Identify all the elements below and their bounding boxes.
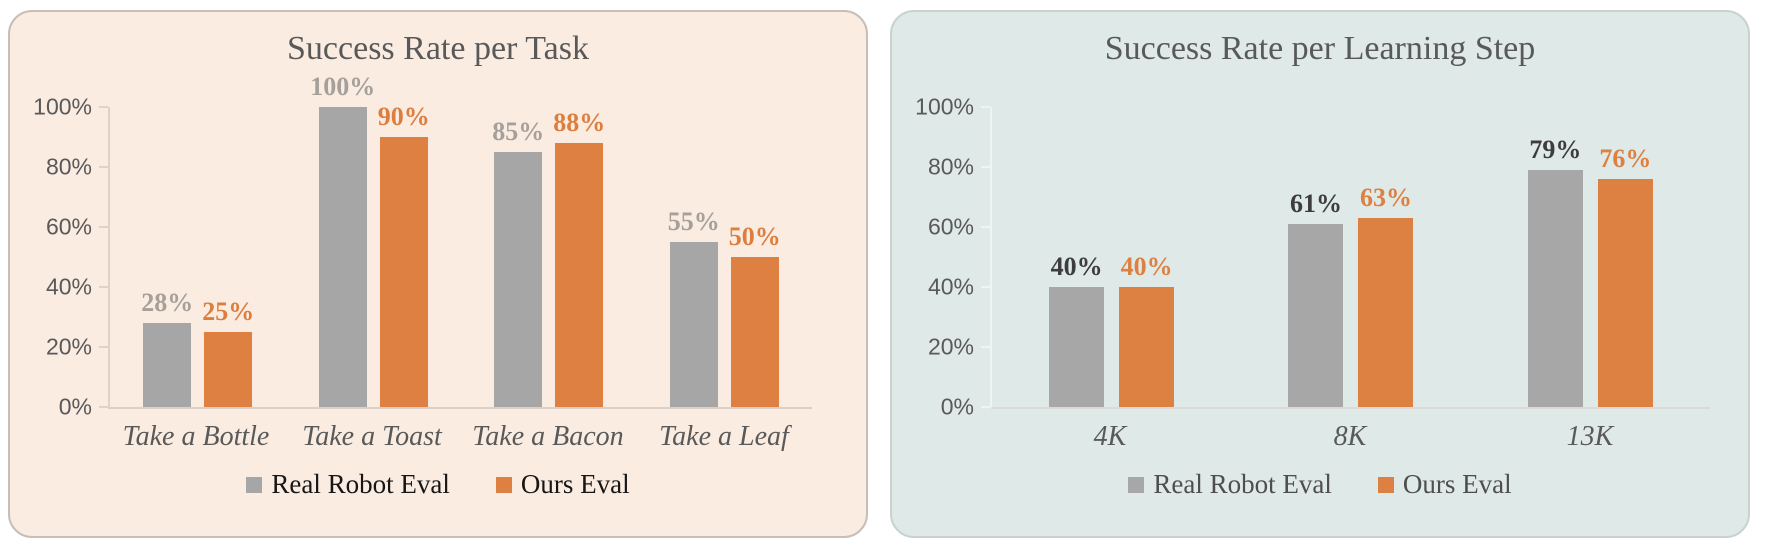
legend-item: Ours Eval <box>1377 469 1512 500</box>
data-label: 40% <box>1050 252 1103 281</box>
y-axis: 100% 80% 60% 40% 20% 0% <box>915 94 1710 420</box>
data-label: 28% <box>141 288 194 317</box>
x-category-label: Take a Leaf <box>659 421 789 452</box>
legend-item: Real Robot Eval <box>246 469 450 500</box>
bar-real-robot-eval: 55% <box>668 207 720 407</box>
y-axis-tick-label: 0% <box>58 393 92 420</box>
y-axis-tick-mark <box>99 166 108 168</box>
y-axis-tick-mark <box>981 226 990 228</box>
y-axis-tick-label: 100% <box>915 93 974 120</box>
y-axis-tick-label: 60% <box>927 213 974 240</box>
data-label: 100% <box>310 72 376 101</box>
legend-item: Ours Eval <box>495 469 630 500</box>
data-label: 76% <box>1599 144 1652 173</box>
x-category-label: 4K <box>1093 421 1127 452</box>
data-label: 25% <box>202 297 255 326</box>
data-label: 63% <box>1359 183 1412 212</box>
legend-swatch-icon <box>495 476 512 493</box>
data-label: 61% <box>1289 189 1342 218</box>
legend-label: Real Robot Eval <box>271 469 450 499</box>
chart-title: Success Rate per Learning Step <box>1104 30 1536 67</box>
bar-real-robot-eval: 28% <box>141 288 193 407</box>
y-axis-tick-mark <box>99 346 108 348</box>
data-label: 55% <box>667 207 720 236</box>
y-axis-tick-mark <box>99 406 108 408</box>
legend: Real Robot Eval Ours Eval <box>892 469 1748 500</box>
legend-label: Real Robot Eval <box>1153 469 1332 499</box>
data-label: 85% <box>492 117 545 146</box>
bar-ours-eval: 90% <box>378 102 430 407</box>
y-axis-tick-label: 80% <box>927 153 974 180</box>
plot-area: 100% 80% 60% 40% 20% 0% 40% 40% 61% 63% 79% 76% <box>915 94 1710 420</box>
chart-panel-success-rate-per-learning-step: Success Rate per Learning Step 100% 80% 60… <box>890 10 1750 538</box>
legend: Real Robot Eval Ours Eval <box>10 469 866 500</box>
y-axis-tick-label: 40% <box>45 273 92 300</box>
data-label: 50% <box>728 222 781 251</box>
y-axis-tick-label: 100% <box>33 93 92 120</box>
bar-real-robot-eval: 79% <box>1527 135 1583 407</box>
y-axis-tick-mark <box>981 286 990 288</box>
y-axis-tick-label: 60% <box>45 213 92 240</box>
bars-row: 40% 40% 61% 63% 79% 76% <box>992 107 1710 407</box>
y-axis-tick-label: 40% <box>927 273 974 300</box>
legend-swatch-icon <box>1377 476 1394 493</box>
y-axis-tick-mark <box>99 106 108 108</box>
chart-panel-success-rate-per-task: Success Rate per Task 100% 80% 60% 40% 20% 0%… <box>8 10 868 538</box>
bar-group: 40% 40% <box>992 107 1231 407</box>
bar-real-robot-eval: 40% <box>1049 252 1105 407</box>
bar-group: 61% 63% <box>1231 107 1470 407</box>
x-category-label: Take a Toast <box>302 421 442 452</box>
bar-real-robot-eval: 100% <box>310 72 375 407</box>
y-axis-tick-mark <box>981 166 990 168</box>
legend-item: Real Robot Eval <box>1128 469 1332 500</box>
x-category-label: Take a Bacon <box>472 421 624 452</box>
x-axis-labels: Take a Bottle Take a Toast Take a Bacon Tak… <box>108 421 812 453</box>
bar-ours-eval: 25% <box>202 297 254 407</box>
y-axis-tick-mark <box>99 226 108 228</box>
data-label: 88% <box>553 108 606 137</box>
data-label: 90% <box>377 102 430 131</box>
y-axis: 100% 80% 60% 40% 20% 0% <box>33 94 812 420</box>
data-label: 40% <box>1120 252 1173 281</box>
y-axis-tick-label: 80% <box>45 153 92 180</box>
bar-ours-eval: 76% <box>1597 144 1653 407</box>
bar-real-robot-eval: 61% <box>1288 189 1344 407</box>
legend-swatch-icon <box>1128 476 1145 493</box>
plot-area: 100% 80% 60% 40% 20% 0% 28% 25% 100% 90% 85% 88% 55… <box>33 72 813 420</box>
bar-ours-eval: 63% <box>1358 183 1414 407</box>
bar-group: 79% 76% <box>1471 107 1710 407</box>
y-axis-tick-label: 20% <box>927 333 974 360</box>
y-axis-tick-mark <box>981 406 990 408</box>
legend-swatch-icon <box>246 476 263 493</box>
bar-real-robot-eval: 85% <box>492 117 544 407</box>
bar-group: 100% 90% <box>286 72 462 407</box>
legend-label: Ours Eval <box>1402 469 1512 499</box>
x-category-label: Take a Bottle <box>122 421 270 452</box>
y-axis-tick-mark <box>99 286 108 288</box>
y-axis-tick-label: 0% <box>940 393 974 420</box>
y-axis-tick-label: 20% <box>45 333 92 360</box>
bars-row: 28% 25% 100% 90% 85% 88% 55% 50% <box>110 72 813 407</box>
bar-ours-eval: 50% <box>729 222 781 407</box>
y-axis-tick-mark <box>981 106 990 108</box>
bar-group: 55% 50% <box>637 107 813 407</box>
x-axis-labels: 4K 8K 13K <box>990 421 1710 453</box>
y-axis-tick-mark <box>981 346 990 348</box>
x-category-label: 13K <box>1566 421 1614 452</box>
bar-group: 28% 25% <box>110 107 286 407</box>
bar-group: 85% 88% <box>461 107 637 407</box>
bar-ours-eval: 88% <box>553 108 605 407</box>
x-category-label: 8K <box>1333 421 1367 452</box>
data-label: 79% <box>1529 135 1582 164</box>
bar-ours-eval: 40% <box>1119 252 1175 407</box>
legend-label: Ours Eval <box>520 469 630 499</box>
chart-title: Success Rate per Task <box>287 30 589 67</box>
